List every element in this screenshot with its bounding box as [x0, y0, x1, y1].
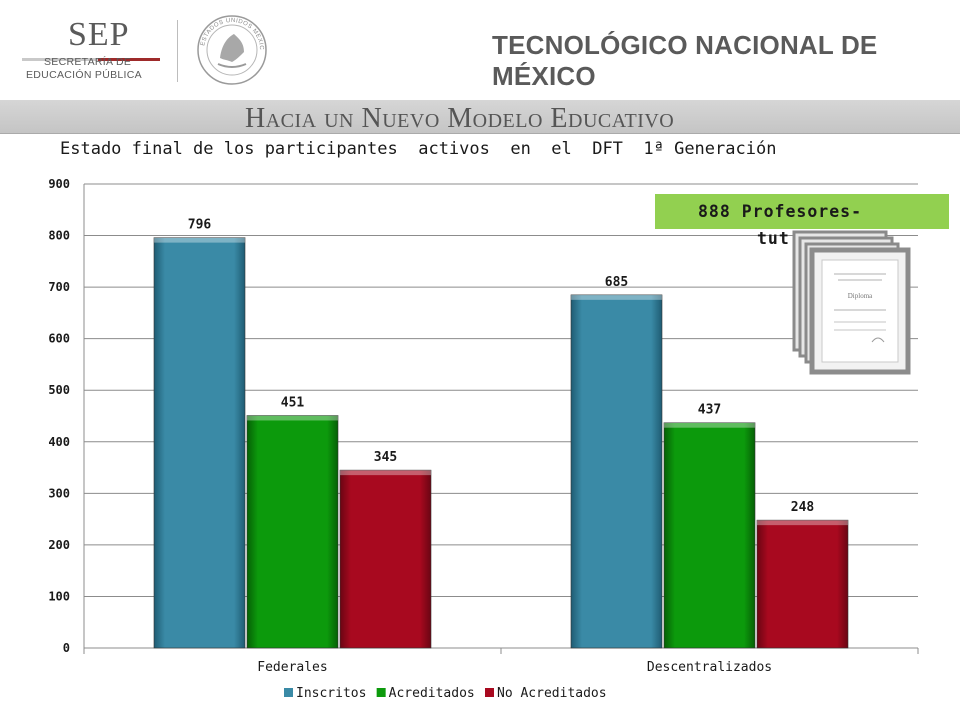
- diploma-stack-icon: Diploma: [792, 230, 911, 375]
- y-tick-label: 700: [48, 280, 70, 294]
- bar-no-acreditados: [756, 519, 849, 649]
- data-label: 437: [698, 403, 721, 418]
- x-category-label: Descentralizados: [647, 660, 772, 675]
- y-tick-label: 200: [48, 538, 70, 552]
- diploma-label: Diploma: [848, 292, 873, 300]
- callout-text-line-2: tut: [757, 229, 790, 248]
- y-tick-label: 0: [63, 641, 70, 655]
- sep-logo-subtitle-1: SECRETARÍA DE: [44, 56, 132, 68]
- y-tick-label: 300: [48, 486, 70, 500]
- data-label: 685: [605, 275, 628, 290]
- slide-title: Estado final de los participantes activo…: [60, 139, 777, 159]
- bar-inscritos: [570, 294, 663, 649]
- x-category-label: Federales: [257, 660, 327, 675]
- bar-top-highlight: [247, 415, 338, 421]
- sep-logo-line: [22, 58, 160, 61]
- header: [0, 0, 960, 100]
- legend-label: Inscritos: [296, 686, 366, 701]
- sep-logo: SEP SECRETARÍA DE EDUCACIÓN PÚBLICA: [22, 12, 172, 87]
- data-label: 796: [188, 218, 212, 233]
- y-tick-label: 400: [48, 435, 70, 449]
- sep-logo-subtitle-2: EDUCACIÓN PÚBLICA: [26, 69, 142, 81]
- bar-no-acreditados: [339, 469, 432, 649]
- bar-top-highlight: [340, 470, 431, 476]
- institution-name: TECNOLÓGICO NACIONAL DE MÉXICO: [492, 30, 878, 91]
- y-tick-label: 900: [48, 177, 70, 191]
- band-title: Hacia un Nuevo Modelo Educativo: [245, 103, 675, 134]
- bar-top-highlight: [664, 422, 755, 428]
- legend-swatch: [284, 688, 293, 697]
- data-label: 248: [791, 500, 815, 515]
- y-tick-label: 100: [48, 589, 70, 603]
- mexico-seal-icon: ESTADOS UNIDOS MEXICANOS: [190, 12, 267, 85]
- data-label: 345: [374, 450, 397, 465]
- bar-acreditados: [246, 415, 339, 649]
- header-divider: [177, 20, 178, 82]
- legend-swatch: [485, 688, 494, 697]
- y-tick-label: 600: [48, 332, 70, 346]
- title-band: [0, 100, 960, 134]
- bar-acreditados: [663, 422, 756, 649]
- bar-top-highlight: [571, 294, 662, 300]
- legend-swatch: [376, 688, 386, 697]
- y-tick-label: 800: [48, 229, 70, 243]
- bar-top-highlight: [757, 520, 848, 526]
- bar-inscritos: [153, 237, 246, 649]
- callout-box: [655, 194, 949, 229]
- callout-text-line-1: 888 Profesores-: [698, 202, 863, 221]
- legend-label: No Acreditados: [497, 686, 607, 701]
- legend-label: Acreditados: [389, 686, 475, 701]
- bar-top-highlight: [154, 237, 245, 243]
- sep-logo-title: SEP: [68, 16, 130, 53]
- data-label: 451: [281, 395, 305, 410]
- y-tick-label: 500: [48, 383, 70, 397]
